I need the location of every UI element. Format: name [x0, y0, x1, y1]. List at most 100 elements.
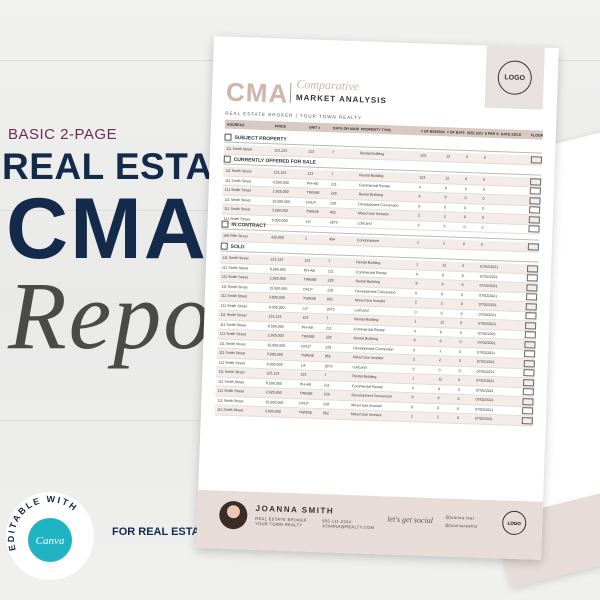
table-cell: 0 [464, 196, 467, 201]
table-cell: 0 [480, 242, 483, 247]
table-cell: TWNSE [306, 190, 320, 196]
table-cell: 228 [323, 401, 330, 407]
table-cell: DVLP [301, 344, 311, 349]
floorplan-icon [530, 178, 542, 186]
table-cell: 111 Smith Street [225, 168, 252, 174]
floorplan-icon [521, 416, 533, 425]
table-cell: 2 [417, 213, 420, 218]
floorplan-icon [528, 215, 540, 224]
doc-subtitle: MARKET ANALYSIS [295, 93, 387, 106]
section-icon [223, 155, 231, 163]
floorplan-icon [525, 302, 537, 311]
table-cell: 8 [415, 281, 418, 286]
table-cell: 12 [438, 377, 443, 382]
table-cell: 2 [442, 241, 446, 246]
table-cell: 0 [456, 416, 459, 421]
table-cell: 160 Fifth Street [223, 233, 248, 239]
table-cell: 0 [415, 291, 418, 296]
table-cell: Mixed Use Investor [352, 355, 384, 361]
column-label: PRICE [274, 123, 286, 129]
canva-logo: Canva [36, 535, 65, 547]
table-cell: 0 [457, 406, 460, 411]
table-cell: 0 [463, 215, 466, 220]
column-label: ADDRESS [226, 122, 245, 127]
table-cell: 228 [327, 278, 334, 283]
promo-title-big: CMA [6, 181, 208, 277]
floorplan-icon [522, 407, 534, 415]
table-cell: 211 [327, 269, 334, 274]
table-cell: 0 [414, 310, 417, 315]
table-cell: Condominium [356, 238, 380, 244]
table-cell: 123 [307, 149, 315, 154]
table-cell: 4 [411, 386, 414, 391]
table-cell: 3,000,000 [271, 208, 289, 214]
table-cell: 123 [304, 258, 311, 263]
table-cell: 15,500,000 [265, 399, 284, 405]
floorplan-icon [522, 397, 534, 406]
column-label: SIZE (SF) [466, 130, 483, 136]
section: SOLD 111 Smith Street 123,123 123 7 Rental Bu… [214, 241, 539, 426]
table-cell: Mixed Use Investor [351, 402, 383, 408]
table-cell: 111 Smith Street [219, 331, 246, 337]
table-cell: 111 Smith Street [217, 388, 244, 394]
floorplan-icon [526, 293, 538, 301]
table-cell: 111 Smith Street [219, 341, 246, 347]
table-cell: 0 [438, 367, 441, 372]
table-cell: PH-AB [306, 181, 319, 186]
table-cell: 0 [460, 302, 463, 307]
table-cell: Lot [302, 306, 308, 311]
column-label: PROPERTY TYPE [360, 126, 392, 132]
table-cell: 111 Smith Street [217, 398, 244, 404]
floorplan-icon [523, 369, 535, 377]
table-cell: 12 [440, 320, 445, 325]
table-cell: 6,000,000 [268, 304, 285, 310]
table-cell: 6,500,000 [267, 323, 285, 329]
section-title-text: CURRENTLY OFFERED FOR SALE [233, 156, 317, 166]
floorplan-icon [525, 321, 537, 330]
table-cell: 123 [302, 315, 309, 320]
table-cell: Mixed Use Investor [354, 298, 386, 304]
section-icon [220, 242, 228, 250]
table-cell: 123 [419, 153, 427, 158]
table-cell: 15,500,000 [269, 285, 288, 291]
table-cell: Rental Building [359, 173, 384, 179]
table-cell: 123 [300, 372, 307, 377]
table-cell: 12 [445, 176, 450, 181]
social-script: let's get social [387, 514, 434, 526]
table-cell: Rental Building [354, 317, 379, 323]
table-cell: 0 [458, 378, 461, 383]
table-cell: 0 [411, 404, 414, 410]
table-cell: 0 [412, 367, 415, 372]
table-cell: 07/02/2021 [479, 283, 498, 289]
table-cell: 0 [465, 177, 468, 182]
table-cell: 2 [440, 301, 443, 306]
table-cell: 8 [413, 338, 416, 343]
table-cell: 111 Smith Street [220, 312, 247, 318]
section-title-text: SUBJECT PROPERTY [234, 134, 287, 143]
table-cell: 4 [413, 329, 416, 334]
section-icon [224, 133, 232, 141]
table-cell: 111 Smith Street [220, 303, 247, 309]
table-cell: 852 [329, 210, 337, 215]
table-cell: 228 [325, 335, 332, 340]
table-cell: 2873 [324, 363, 333, 369]
table-cell: 111 Smith Street [223, 206, 251, 212]
table-cell: 111 Smith Street [218, 369, 245, 375]
promo-subtitle: BASIC 2-PAGE [8, 126, 118, 143]
column-label: # OF BATHS [446, 129, 465, 135]
table-cell: 0 [437, 405, 440, 410]
floorplan-icon [523, 378, 535, 387]
floorplan-icon [527, 264, 539, 273]
table-cell: Mixed Use Investor [357, 211, 389, 217]
floorplan-icon [530, 156, 543, 164]
table-cell: 07/02/2021 [478, 302, 497, 308]
table-cell: PH-AB [301, 325, 313, 330]
table-cell: Lot/Land [352, 364, 367, 370]
table-cell: 15,500,000 [272, 199, 291, 204]
table-cell: 07/02/2021 [479, 293, 498, 298]
table-cell: Commercial Rental [353, 326, 385, 333]
table-cell: 07/02/2021 [475, 397, 494, 403]
table-cell: 12 [442, 263, 447, 268]
table-cell: Commercial Rental [355, 269, 387, 276]
table-cell: 6,500,000 [269, 266, 287, 272]
